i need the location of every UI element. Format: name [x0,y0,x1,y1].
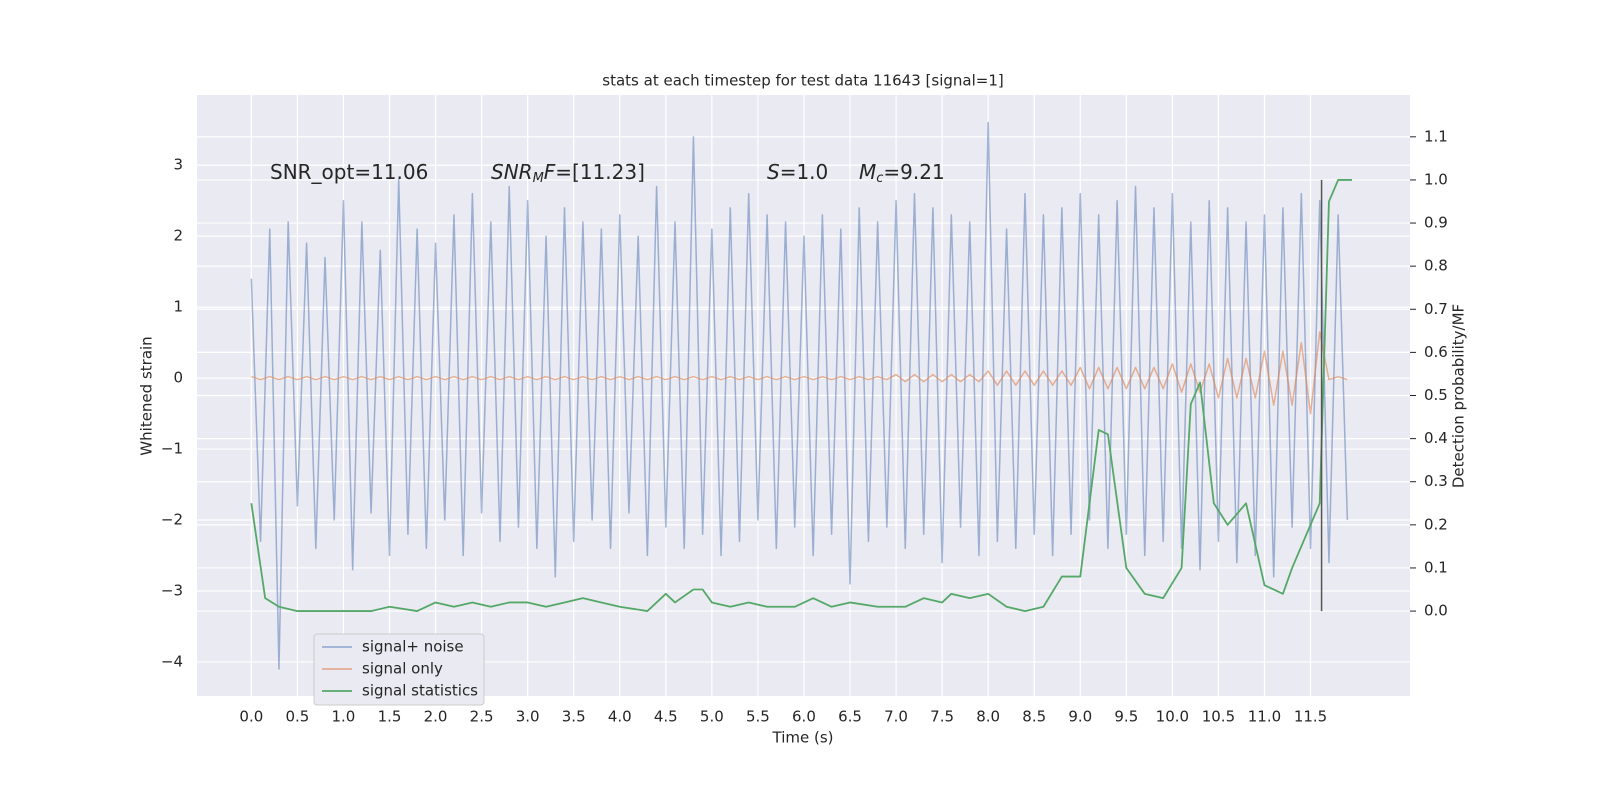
annotation-part: SNR [491,160,533,184]
y2-tick-label: 0.1 [1424,558,1448,576]
y-tick-label: 1 [173,298,183,316]
y-axis-label: Whitened strain [138,336,156,455]
grid [197,95,1410,696]
y2-tick-label: 0.6 [1424,343,1448,361]
x-tick-label: 10.0 [1156,708,1189,726]
annotation-part: =9.21 [883,160,944,184]
annotation-part: F [544,160,556,184]
y2-tick-label: 0.0 [1424,602,1448,620]
x-tick-label: 6.5 [838,708,862,726]
x-tick-label: 2.5 [470,708,494,726]
x-tick-label: 3.0 [516,708,540,726]
x-tick-label: 11.5 [1294,708,1327,726]
y2-tick-label: 0.4 [1424,429,1448,447]
y2-tick-label: 1.0 [1424,170,1448,188]
y-tick-label: −4 [161,652,183,670]
annotation-part: M [859,160,876,184]
annotation-part: M [533,171,544,186]
annotation: S=1.0 [767,160,828,184]
x-tick-label: 7.5 [930,708,954,726]
annotation-part: =[11.23] [555,160,645,184]
annotation-part: SNR_opt=11.06 [270,160,428,184]
y2-tick-label: 0.3 [1424,472,1448,490]
x-tick-label: 9.0 [1068,708,1092,726]
legend-label: signal+ noise [362,638,464,656]
legend-label: signal only [362,660,443,678]
annotation: SNR_opt=11.06 [270,160,428,184]
annotation-part: S [767,160,780,184]
x-tick-label: 1.5 [378,708,402,726]
x-tick-label: 11.0 [1248,708,1281,726]
x-tick-label: 8.5 [1022,708,1046,726]
x-tick-label: 4.0 [608,708,632,726]
y-tick-label: −1 [161,440,183,458]
y-tick-label: −2 [161,511,183,529]
y-tick-label: 0 [173,369,183,387]
y2-tick-label: 0.8 [1424,257,1448,275]
annotation: SNRMF=[11.23] [491,160,645,186]
series-line [250,121,1349,670]
y2-tick-label: 0.5 [1424,386,1448,404]
x-tick-label: 6.0 [792,708,816,726]
x-tick-label: 9.5 [1114,708,1138,726]
legend-label: signal statistics [362,682,478,700]
legend-box [313,633,485,706]
legend: signal+ noise signal only signal statistic… [322,638,478,700]
x-tick-label: 7.0 [884,708,908,726]
x-tick-label: 2.0 [424,708,448,726]
x-tick-label: 3.5 [562,708,586,726]
y2-tick-label: 0.2 [1424,515,1448,533]
y2-tick-label: 1.1 [1424,127,1448,145]
x-tick-label: 0.0 [239,708,263,726]
x-tick-label: 4.5 [654,708,678,726]
chart-title: stats at each timestep for test data 116… [602,72,1003,90]
y-tick-label: 2 [173,227,183,245]
y2-tick-label: 0.7 [1424,300,1448,318]
x-tick-label: 5.0 [700,708,724,726]
y-tick-label: −3 [161,581,183,599]
y-tick-label: 3 [173,156,183,174]
series-line [250,179,1352,612]
series-line [251,331,1348,415]
y2-tick-label: 0.9 [1424,214,1448,232]
x-tick-label: 0.5 [285,708,309,726]
x-tick-label: 10.5 [1202,708,1235,726]
marks [250,121,1352,670]
x-tick-label: 5.5 [746,708,770,726]
annotation: Mc=9.21 [859,160,945,186]
x-tick-label: 8.0 [976,708,1000,726]
x-tick-label: 1.0 [332,708,356,726]
annotation-part: =1.0 [780,160,829,184]
labels: 0.0 0.5 1.0 1.5 2.0 2.5 3.0 3.5 4.0 4.5 5.0 5.5 6.0 6… [161,127,1448,725]
annotation-part: c [876,171,883,186]
x-axis-label: Time (s) [772,729,834,747]
y2-axis-label: Detection probability/MF [1450,304,1468,488]
